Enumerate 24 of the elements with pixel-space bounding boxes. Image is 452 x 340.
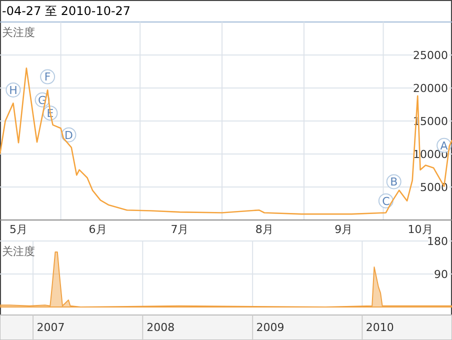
x-tick-label: 2009: [256, 321, 284, 334]
y-tick-label: 25000: [413, 48, 448, 62]
annotation: F: [44, 70, 51, 84]
chart-title: -04-27 至 2010-10-27: [2, 4, 131, 18]
x-tick-label: 10月: [408, 223, 433, 236]
y-tick-label: 5000: [420, 180, 448, 194]
x-tick-label: 2010: [366, 321, 394, 334]
line-series: [0, 68, 452, 215]
x-tick-label: 2007: [36, 321, 65, 334]
x-tick-label: 9月: [334, 223, 353, 236]
y-tick-label: 20000: [413, 82, 448, 95]
x-tick-label: 6月: [88, 223, 107, 236]
y-tick-label: 180: [427, 234, 448, 248]
y-tick-label: 90: [434, 268, 448, 281]
y-axis-title: 关注度: [2, 26, 35, 39]
annotation: D: [64, 128, 73, 142]
x-tick-label: 8月: [255, 223, 274, 236]
annotation: C: [382, 194, 390, 208]
annotation: H: [9, 84, 18, 97]
x-tick-label: 7月: [170, 223, 189, 236]
annotation: B: [390, 176, 398, 189]
y-axis-title: 关注度: [2, 245, 35, 258]
x-tick-label: 2008: [146, 321, 175, 334]
x-tick-label: 5月: [10, 223, 28, 236]
